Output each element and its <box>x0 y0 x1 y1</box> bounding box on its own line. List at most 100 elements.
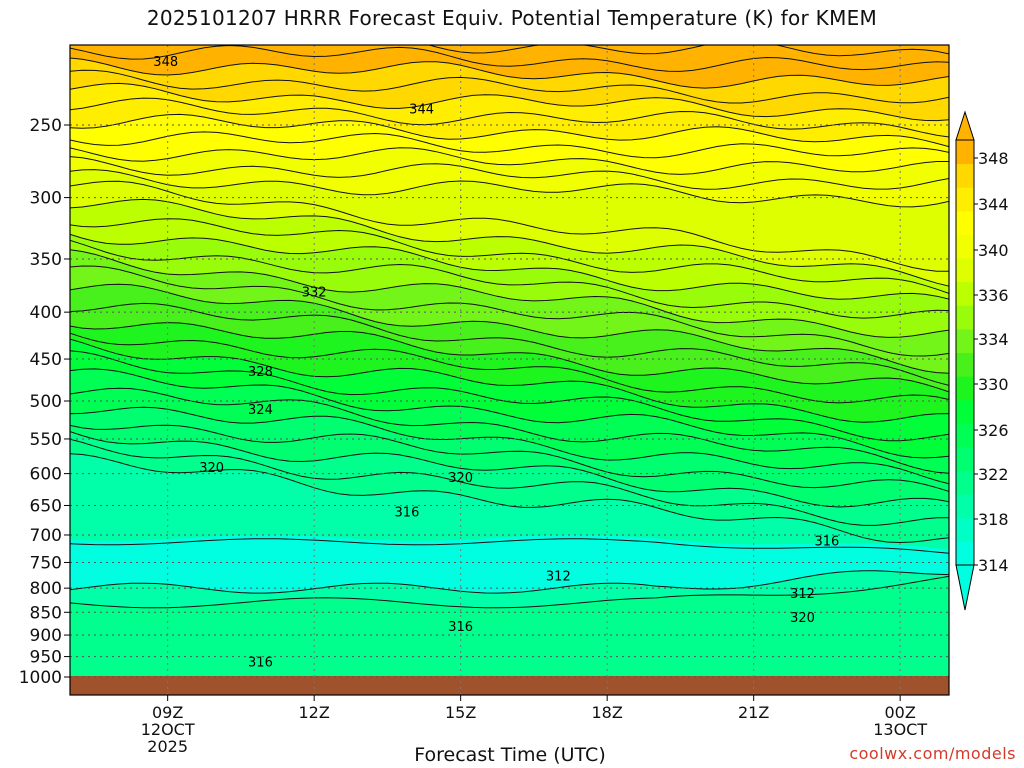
contour-line <box>70 570 949 594</box>
colorbar-segment <box>956 423 974 448</box>
contour-label: 324 <box>248 403 273 418</box>
colorbar-segment <box>956 376 974 401</box>
credit-link[interactable]: coolwx.com/models <box>849 744 1016 763</box>
contour-line <box>70 431 949 508</box>
colorbar-segment <box>956 494 974 519</box>
contour-line <box>70 69 949 104</box>
x-tick-sublabel: 13OCT <box>873 720 927 739</box>
contour-line <box>70 180 949 272</box>
colorbar-segment <box>956 305 974 330</box>
contour-line <box>70 218 949 294</box>
gridlines <box>70 45 949 695</box>
contour-line <box>70 424 949 492</box>
x-tick-label: 00Z <box>885 703 916 722</box>
y-tick-label: 850 <box>30 603 62 623</box>
contour-label: 320 <box>790 611 815 626</box>
colorbar-frame <box>955 139 975 566</box>
x-tick-sublabel: 12OCT <box>141 720 195 739</box>
contour-line <box>70 322 949 393</box>
x-tick-sublabel: 2025 <box>147 737 188 756</box>
colorbar-label: 322 <box>978 465 1009 484</box>
contour-label: 316 <box>815 535 840 550</box>
contour-line <box>70 57 949 89</box>
contour-line <box>70 249 949 338</box>
contour-label: 320 <box>448 471 473 486</box>
colorbar-label: 314 <box>978 556 1009 575</box>
contour-label: 312 <box>790 587 815 602</box>
y-tick-label: 300 <box>30 189 62 209</box>
colorbar-segment <box>956 517 974 542</box>
contour-line <box>427 45 949 57</box>
y-tick-label: 800 <box>30 579 62 599</box>
contour-label: 328 <box>248 365 273 380</box>
contour-line <box>70 147 949 175</box>
contour-line <box>70 169 949 208</box>
contour-line <box>70 453 949 544</box>
contour-line <box>70 575 949 609</box>
colorbar-label: 336 <box>978 286 1009 305</box>
x-axis-label: Forecast Time (UTC) <box>414 744 606 766</box>
y-tick-label: 400 <box>30 303 62 323</box>
colorbar-label: 334 <box>978 330 1009 349</box>
y-tick-label: 900 <box>30 626 62 646</box>
field-band <box>70 576 949 695</box>
colorbar-segment <box>956 187 974 212</box>
y-tick-label: 650 <box>30 496 62 516</box>
y-tick-label: 750 <box>30 553 62 573</box>
y-tick-label: 550 <box>30 430 62 450</box>
colorbar-segment <box>956 234 974 259</box>
contour-line <box>70 131 949 159</box>
contour-label: 320 <box>199 461 224 476</box>
colorbar-segment <box>956 281 974 306</box>
contour-lines <box>70 45 949 609</box>
y-tick-label: 450 <box>30 350 62 370</box>
contour-line <box>70 438 949 526</box>
y-tick-label: 350 <box>30 250 62 270</box>
y-tick-label: 700 <box>30 526 62 546</box>
contour-line <box>70 113 949 148</box>
colorbar-segment <box>956 258 974 283</box>
contour-line <box>70 406 949 485</box>
contour-line <box>70 283 949 374</box>
colorbar-segment <box>956 541 974 566</box>
y-tick-label: 500 <box>30 392 62 412</box>
colorbar-segment <box>956 210 974 235</box>
y-tick-label: 600 <box>30 465 62 485</box>
colorbar-label: 318 <box>978 510 1009 529</box>
colorbar-top-arrow <box>955 110 975 141</box>
ground-strip <box>70 676 949 695</box>
colorbar-segment <box>956 328 974 353</box>
colorbar-segment <box>956 140 974 165</box>
plot-frame <box>69 44 950 696</box>
contour-line <box>70 338 949 423</box>
contour-label: 332 <box>302 286 327 301</box>
contour-label: 316 <box>448 620 473 635</box>
colorbar-segment <box>956 399 974 424</box>
x-tick-label: 09Z <box>152 703 183 722</box>
y-tick-label: 1000 <box>19 668 62 688</box>
y-axis: 250 300 350 400 450 500 550 600 650 700 750 800 850 9… <box>19 116 70 688</box>
colorbar-label: 348 <box>978 149 1009 168</box>
x-tick-label: 15Z <box>445 703 476 722</box>
contour-line <box>70 350 949 442</box>
contour-line <box>70 387 949 474</box>
y-tick-label: 950 <box>30 648 62 668</box>
contour-line <box>70 368 949 459</box>
colorbar-segment <box>956 352 974 377</box>
x-tick-label: 21Z <box>738 703 769 722</box>
colorbar-bottom-arrow <box>955 564 975 611</box>
colorbar: 314 318 322 326 330 334 336 340 344 348 <box>955 110 1009 611</box>
contour-label: 316 <box>248 656 273 671</box>
colorbar-label: 326 <box>978 421 1009 440</box>
contour-line <box>70 97 949 138</box>
contour-line <box>70 239 949 319</box>
contour-line <box>70 156 949 190</box>
contour-line <box>70 538 949 554</box>
contour-line <box>70 82 949 122</box>
colorbar-segment <box>956 163 974 188</box>
chart-title: 2025101207 HRRR Forecast Equiv. Potentia… <box>146 6 878 30</box>
contour-label: 316 <box>395 506 420 521</box>
colorbar-segment <box>956 446 974 472</box>
